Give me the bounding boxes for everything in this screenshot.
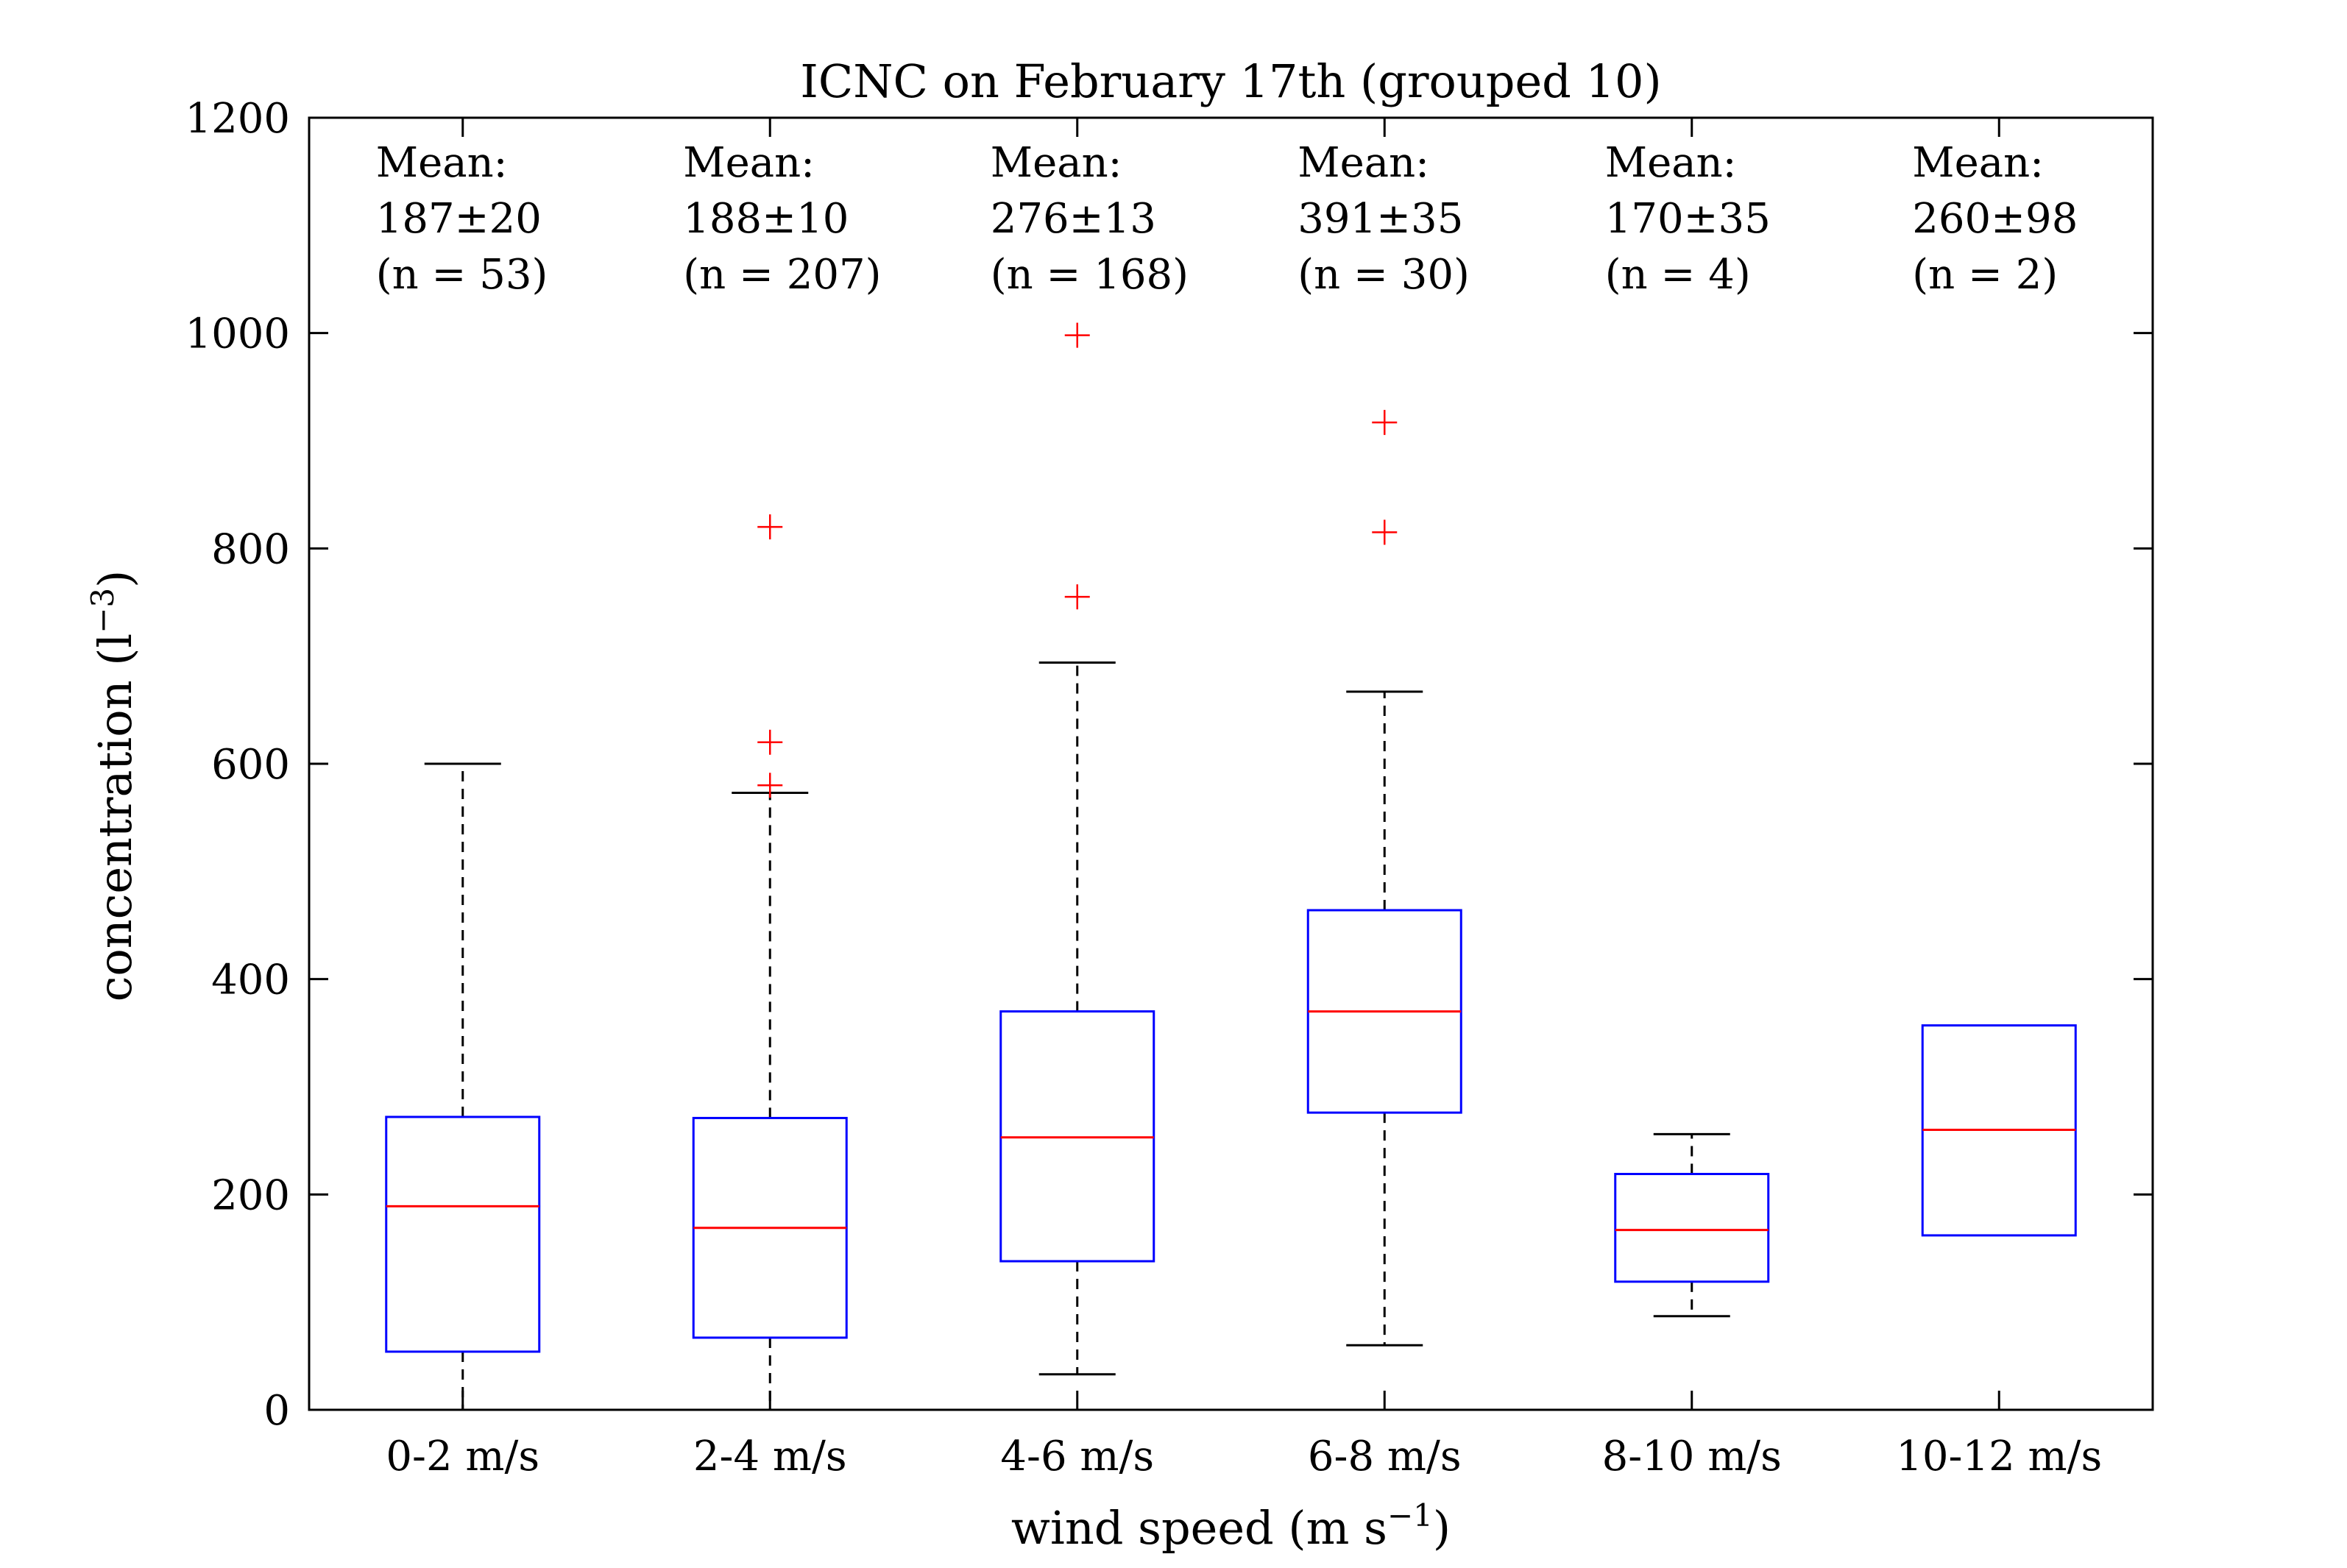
y-tick-label: 600 — [211, 741, 290, 789]
x-tick-label: 2-4 m/s — [693, 1433, 847, 1480]
annotation-line3: (n = 4) — [1605, 251, 1751, 299]
y-tick-label: 400 — [211, 957, 290, 1004]
outlier-marker — [1372, 519, 1398, 545]
annotation-line3: (n = 168) — [991, 251, 1189, 299]
mean-annotations: Mean:187±20(n = 53)Mean:188±10(n = 207)M… — [376, 139, 2078, 299]
y-axis-label: concentration (l−3) — [85, 570, 143, 1002]
annotation-line2: 170±35 — [1605, 195, 1771, 243]
annotation-line1: Mean: — [376, 139, 508, 187]
x-axis-label-end: ) — [1433, 1501, 1451, 1555]
annotation-line1: Mean: — [1298, 139, 1429, 187]
outlier-marker — [757, 773, 783, 798]
annotation-line3: (n = 53) — [376, 251, 548, 299]
annotation-line1: Mean: — [1605, 139, 1737, 187]
mean-annotation: Mean: 391±35 (n = 30) — [1298, 139, 1470, 299]
y-axis-label-end: ) — [88, 570, 142, 588]
annotation-line1: Mean: — [1912, 139, 2044, 187]
box-plot-10-12-m-s — [1921, 1024, 2077, 1237]
annotation-line2: 188±10 — [683, 195, 849, 243]
outlier-marker — [1064, 322, 1090, 348]
x-tick-label: 4-6 m/s — [1000, 1433, 1154, 1480]
y-tick-label: 1000 — [185, 311, 290, 358]
annotation-line2: 260±98 — [1912, 195, 2078, 243]
mean-annotation: Mean: 170±35 (n = 4) — [1605, 139, 1771, 299]
box-plot-0-2-m-s — [385, 762, 541, 1411]
outlier-marker — [757, 729, 783, 755]
x-axis: 0-2 m/s 2-4 m/s 4-6 m/s 6-8 m/s 8-10 m/s 10-1… — [386, 118, 2102, 1480]
outlier-marker — [757, 514, 783, 540]
annotation-line1: Mean: — [991, 139, 1122, 187]
mean-annotation: Mean: 260±98 (n = 2) — [1912, 139, 2078, 299]
y-axis-label-main: concentration (l — [88, 634, 142, 1002]
x-tick-label: 6-8 m/s — [1308, 1433, 1462, 1480]
mean-annotation: Mean: 276±13 (n = 168) — [991, 139, 1189, 299]
outlier-marker — [1064, 584, 1090, 610]
chart-title: ICNC on February 17th (grouped 10) — [800, 54, 1661, 108]
annotation-line1: Mean: — [683, 139, 815, 187]
mean-annotation: Mean: 188±10 (n = 207) — [683, 139, 881, 299]
x-axis-label: wind speed (m s−1) — [1011, 1497, 1451, 1555]
annotation-line2: 276±13 — [991, 195, 1156, 243]
y-tick-label: 200 — [211, 1171, 290, 1219]
outlier-marker — [1372, 410, 1398, 436]
y-tick-label: 800 — [211, 525, 290, 573]
box-plot-6-8-m-s — [1306, 410, 1462, 1347]
annotation-line3: (n = 30) — [1298, 251, 1470, 299]
box-plots — [385, 322, 2077, 1411]
box-plot-2-4-m-s — [692, 514, 848, 1411]
annotation-line3: (n = 2) — [1912, 251, 2058, 299]
annotation-line2: 187±20 — [376, 195, 542, 243]
y-tick-label: 1200 — [185, 95, 290, 143]
x-tick-label: 10-12 m/s — [1896, 1433, 2102, 1480]
x-axis-label-sup: −1 — [1387, 1497, 1433, 1533]
annotation-line3: (n = 207) — [683, 251, 881, 299]
x-tick-label: 8-10 m/s — [1602, 1433, 1782, 1480]
x-axis-label-main: wind speed (m s — [1011, 1501, 1387, 1555]
annotation-line2: 391±35 — [1298, 195, 1463, 243]
box-plot-8-10-m-s — [1614, 1132, 1770, 1318]
y-axis-label-sup: −3 — [85, 588, 121, 634]
y-axis: 0 200 400 600 800 1000 1200 — [185, 95, 2153, 1435]
box-iqr — [385, 1115, 541, 1353]
plot-frame — [308, 116, 2154, 1411]
box-iqr — [1614, 1173, 1770, 1283]
x-tick-label: 0-2 m/s — [386, 1433, 539, 1480]
mean-annotation: Mean: 187±20 (n = 53) — [376, 139, 548, 299]
box-plot-4-6-m-s — [999, 322, 1155, 1376]
y-tick-label: 0 — [263, 1387, 290, 1435]
